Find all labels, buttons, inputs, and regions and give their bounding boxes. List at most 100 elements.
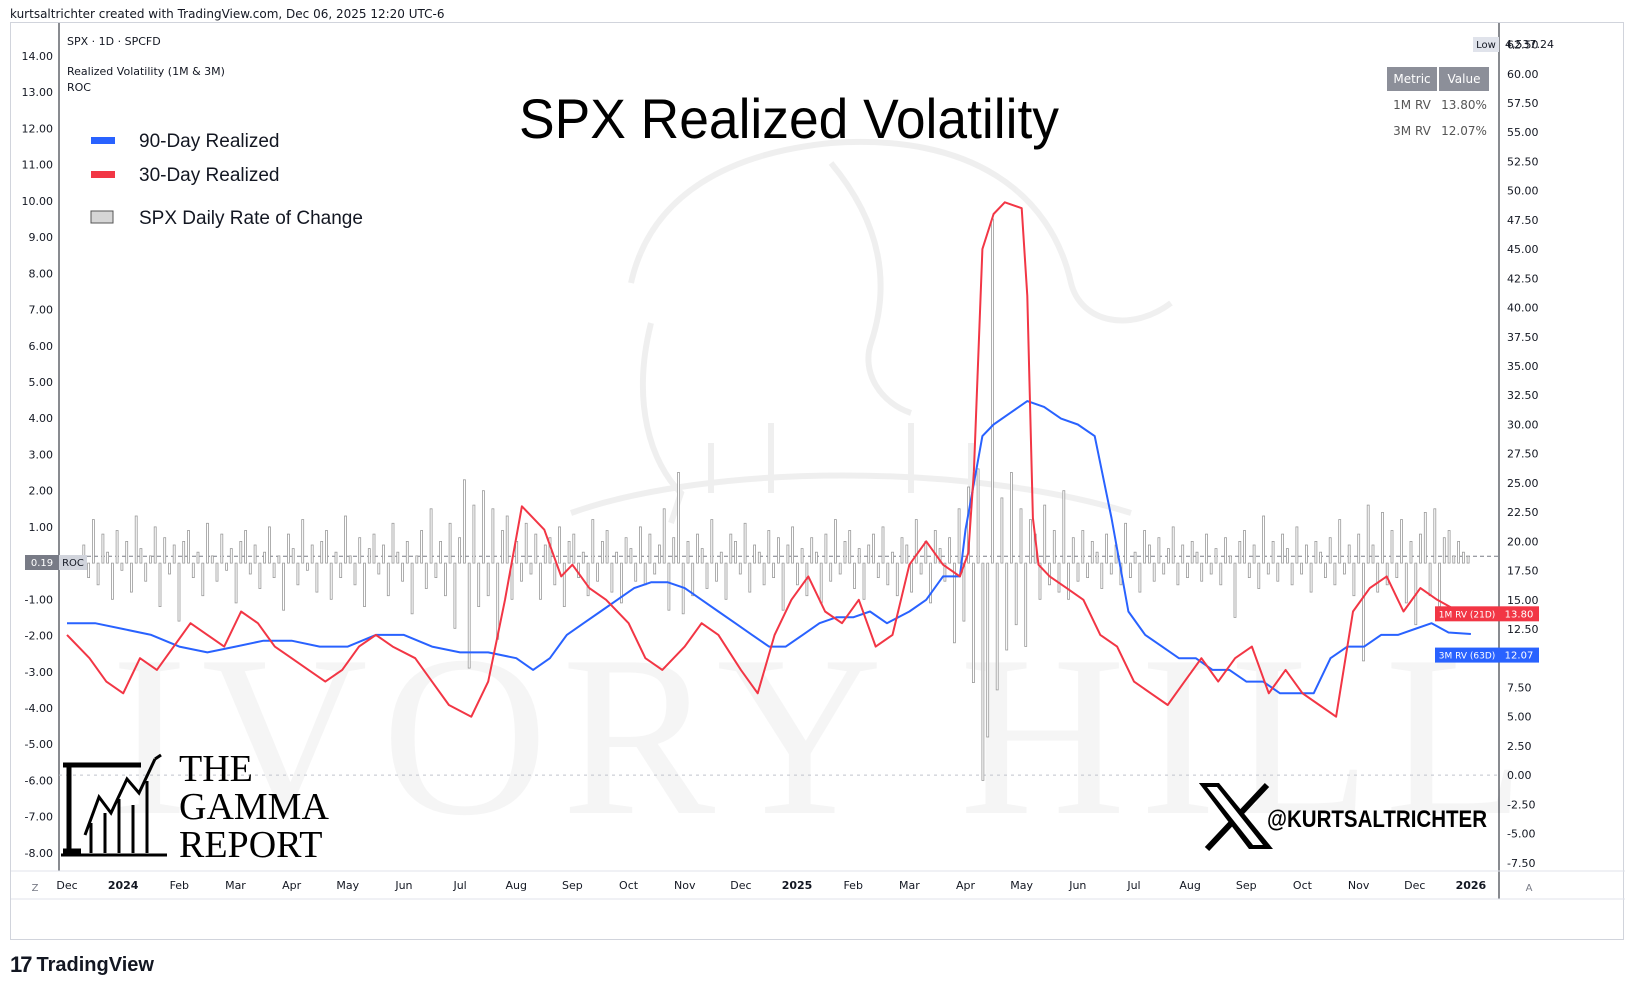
left-tick-label: -7.00 — [25, 811, 53, 824]
roc-bar — [172, 544, 176, 564]
roc-bar — [1423, 511, 1427, 564]
roc-bar — [353, 562, 357, 586]
roc-value-badge: 0.19 ROC — [25, 555, 87, 570]
roc-bar — [1314, 541, 1318, 564]
roc-bar — [206, 522, 209, 564]
rv3-label: 3M RV (63D) — [1439, 652, 1496, 662]
roc-bar — [1143, 530, 1146, 564]
roc-bar — [111, 562, 114, 600]
rv1-label: 1M RV (21D) — [1439, 610, 1496, 620]
roc-bar — [1400, 519, 1403, 564]
roc-bar — [1362, 562, 1365, 662]
time-tick-label: Jul — [1126, 879, 1140, 892]
time-tick-label: Mar — [225, 879, 246, 892]
roc-bar — [962, 562, 966, 622]
roc-bar — [910, 562, 913, 593]
roc-bar — [1262, 515, 1265, 564]
roc-bar — [429, 508, 433, 564]
gamma-line-2: GAMMA — [179, 786, 329, 828]
right-tick-label: 0.00 — [1507, 769, 1532, 782]
gamma-line-1: THE — [179, 748, 253, 790]
roc-bar — [491, 508, 495, 564]
roc-bar — [291, 548, 295, 564]
time-tick-label: Feb — [843, 879, 862, 892]
roc-bar — [529, 562, 533, 575]
roc-bar — [1219, 562, 1223, 586]
roc-bar — [263, 551, 267, 564]
left-tick-label: -6.00 — [25, 774, 53, 787]
roc-bar — [1333, 562, 1337, 586]
roc-series — [82, 218, 1470, 781]
roc-bar — [1062, 490, 1066, 564]
roc-bar — [777, 537, 780, 564]
roc-bar — [558, 526, 561, 564]
roc-bar — [1462, 551, 1465, 564]
roc-bar — [1167, 548, 1170, 564]
roc-bar — [729, 533, 733, 564]
left-tick-label: -4.00 — [25, 702, 53, 715]
roc-bar — [168, 562, 171, 575]
roc-bar — [1005, 562, 1009, 651]
low-value: 4,537.24 — [1505, 38, 1554, 51]
roc-bar — [486, 562, 490, 597]
roc-bar — [757, 551, 761, 564]
auto-scale-button[interactable]: Z — [32, 883, 39, 894]
roc-bar — [539, 562, 542, 600]
roc-bar — [953, 562, 956, 644]
time-tick-label: Aug — [506, 879, 527, 892]
roc-bar — [1205, 533, 1208, 564]
left-tick-label: 12.00 — [22, 122, 54, 135]
roc-bar — [344, 515, 347, 564]
roc-bar — [286, 533, 290, 564]
auto-button[interactable]: A — [1526, 883, 1533, 894]
roc-bar — [819, 562, 823, 604]
rv1-value: 13.80 — [1505, 609, 1534, 620]
right-tick-label: 2.50 — [1507, 740, 1532, 753]
time-tick-label: Dec — [1404, 879, 1425, 892]
roc-bar — [1366, 504, 1370, 564]
left-tick-label: 14.00 — [22, 50, 54, 63]
roc-bar — [1452, 555, 1456, 564]
roc-bar — [1052, 530, 1056, 564]
roc-bar — [1138, 562, 1142, 593]
metric-row-1m: 1M RV — [1393, 98, 1431, 112]
roc-bar — [1124, 522, 1127, 564]
roc-bar — [1024, 562, 1028, 647]
roc-bar — [1014, 562, 1018, 626]
roc-bar — [1295, 526, 1299, 564]
roc-bar — [1371, 544, 1375, 564]
left-tick-label: 10.00 — [22, 195, 54, 208]
roc-bar — [1409, 541, 1413, 564]
low-label: Low — [1476, 40, 1496, 51]
gamma-line-3: REPORT — [179, 824, 322, 866]
chart-title: SPX Realized Volatility — [519, 87, 1059, 150]
time-axis[interactable]: Dec 2024 Feb Mar Apr May Jun Jul Aug Sep Oct Nov Dec… — [56, 879, 1486, 892]
roc-bar — [191, 562, 195, 578]
roc-bar — [686, 541, 690, 564]
roc-bar — [1081, 530, 1085, 564]
symbol-label[interactable]: SPX · 1D · SPCFD — [67, 35, 161, 48]
roc-bar — [881, 526, 885, 564]
rv3-badge: 3M RV (63D) 12.07 — [1435, 647, 1539, 663]
x-handle[interactable]: @KURTSALTRICHTER — [1199, 782, 1487, 852]
roc-bar — [453, 562, 457, 629]
chart-svg[interactable]: IVORY HILL 14.00 13.00 12.00 11.00 10.00 9.00… — [11, 23, 1625, 941]
time-tick-label: 2026 — [1456, 879, 1487, 892]
roc-bar — [201, 562, 205, 597]
roc-bar — [800, 548, 804, 564]
time-tick-label: 2025 — [782, 879, 813, 892]
roc-bar — [220, 533, 224, 564]
roc-bar — [562, 562, 566, 607]
roc-bar — [796, 562, 799, 586]
tradingview-logo[interactable]: 17 TradingView — [10, 952, 154, 978]
roc-bar — [1266, 562, 1270, 575]
right-axis[interactable]: 62.50 60.00 57.50 55.00 52.50 50.00 47.50 45.00… — [1507, 39, 1539, 870]
roc-indicator-label[interactable]: ROC — [67, 81, 91, 94]
left-axis[interactable]: 14.00 13.00 12.00 11.00 10.00 9.00 8.00 7.00 6.0… — [22, 50, 54, 860]
right-tick-label: 5.00 — [1507, 711, 1532, 724]
rv1-badge: 1M RV (21D) 13.80 — [1435, 606, 1539, 622]
indicator-label[interactable]: Realized Volatility (1M & 3M) — [67, 65, 225, 78]
roc-bar — [810, 537, 814, 564]
roc-bar — [572, 533, 576, 564]
left-tick-label: 6.00 — [29, 340, 54, 353]
